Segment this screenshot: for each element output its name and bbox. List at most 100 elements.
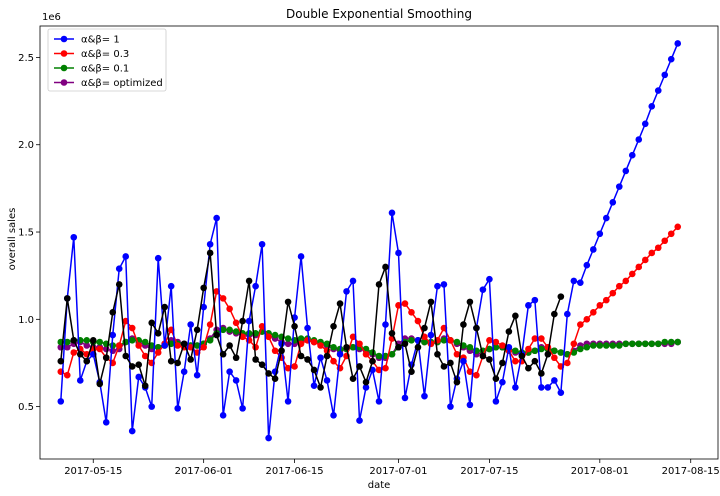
data-point-alpha-beta-1 — [76, 377, 84, 384]
data-point-alpha-beta-0-3 — [551, 354, 558, 362]
chart-title: Double Exponential Smoothing — [286, 7, 472, 21]
data-point-alpha-beta-1 — [109, 331, 117, 339]
data-point-actual — [440, 363, 448, 370]
data-point-actual — [473, 324, 480, 332]
data-point-actual — [427, 298, 435, 306]
data-point-alpha-beta-0-1 — [128, 336, 136, 344]
data-point-alpha-beta-1 — [622, 167, 630, 175]
data-point-alpha-beta-1 — [200, 303, 207, 311]
data-point-alpha-beta-1 — [492, 398, 500, 405]
data-point-alpha-beta-0-1 — [648, 340, 656, 348]
data-point-actual — [271, 375, 279, 382]
data-point-actual — [187, 356, 194, 363]
data-point-alpha-beta-0-1 — [492, 343, 500, 351]
data-point-alpha-beta-1 — [395, 249, 402, 257]
data-point-alpha-beta-0-1 — [388, 350, 396, 358]
data-point-alpha-beta-0-3 — [330, 357, 337, 365]
data-point-alpha-beta-0-3 — [258, 323, 266, 330]
data-point-alpha-beta-1 — [258, 240, 266, 248]
data-point-alpha-beta-1 — [148, 403, 156, 410]
data-point-alpha-beta-0-3 — [291, 363, 298, 370]
data-point-alpha-beta-1 — [635, 136, 643, 143]
data-point-alpha-beta-0-3 — [239, 333, 246, 341]
data-point-actual — [395, 343, 402, 351]
data-point-alpha-beta-0-1 — [284, 335, 292, 342]
data-point-actual — [122, 352, 130, 360]
data-point-actual — [434, 350, 441, 358]
data-point-alpha-beta-0-3 — [115, 342, 123, 349]
data-point-alpha-beta-1 — [135, 373, 143, 381]
data-point-alpha-beta-0-3 — [499, 342, 506, 349]
data-point-alpha-beta-0-3 — [174, 342, 181, 349]
data-point-actual — [226, 342, 233, 349]
legend-entry: α&β= 0.3 — [54, 49, 129, 60]
data-point-alpha-beta-0-1 — [297, 335, 305, 342]
legend-marker-alpha-beta-optimized — [60, 79, 68, 86]
data-point-alpha-beta-0-3 — [590, 309, 597, 316]
data-point-actual — [174, 359, 181, 367]
data-point-actual — [492, 375, 500, 382]
data-point-alpha-beta-1 — [531, 296, 539, 304]
y-tick-label: 0.5 — [18, 402, 34, 413]
data-point-alpha-beta-0-3 — [70, 349, 78, 356]
data-point-alpha-beta-0-1 — [122, 338, 130, 346]
data-point-alpha-beta-1 — [323, 377, 331, 384]
data-point-alpha-beta-1 — [583, 261, 591, 269]
data-point-alpha-beta-1 — [499, 378, 506, 386]
data-point-actual — [213, 331, 220, 339]
data-point-alpha-beta-1 — [297, 253, 305, 260]
legend-label-alpha-beta-1: α&β= 1 — [81, 35, 120, 46]
data-point-alpha-beta-1 — [602, 214, 610, 222]
data-point-alpha-beta-1 — [570, 277, 578, 285]
data-point-alpha-beta-0-1 — [557, 349, 565, 356]
data-point-alpha-beta-0-3 — [252, 343, 259, 351]
data-point-alpha-beta-1 — [206, 240, 214, 248]
data-point-actual — [76, 350, 84, 358]
data-point-actual — [128, 363, 136, 370]
data-point-alpha-beta-1 — [505, 343, 513, 351]
data-point-alpha-beta-0-3 — [453, 350, 461, 358]
data-point-actual — [252, 356, 259, 363]
data-point-alpha-beta-optimized — [284, 340, 292, 348]
data-point-alpha-beta-0-3 — [271, 347, 279, 355]
data-point-alpha-beta-1 — [609, 199, 617, 206]
data-point-alpha-beta-1 — [388, 209, 396, 217]
data-point-alpha-beta-0-3 — [674, 223, 682, 231]
data-point-alpha-beta-1 — [512, 384, 519, 391]
data-point-actual — [382, 263, 389, 271]
data-point-actual — [70, 336, 78, 344]
y-tick-label: 1.5 — [18, 228, 34, 239]
data-point-alpha-beta-0-3 — [525, 345, 532, 353]
data-point-alpha-beta-1 — [538, 384, 545, 391]
data-point-alpha-beta-0-3 — [583, 316, 591, 323]
data-point-alpha-beta-1 — [401, 394, 409, 402]
x-tick-label: 2017-06-01 — [175, 466, 233, 477]
data-point-alpha-beta-0-3 — [401, 300, 409, 307]
data-point-actual — [505, 328, 513, 335]
data-point-actual — [388, 329, 396, 337]
data-point-alpha-beta-1 — [421, 392, 428, 400]
y-axis-multiplier: 1e6 — [42, 12, 61, 23]
data-point-alpha-beta-0-1 — [375, 352, 383, 360]
data-point-actual — [375, 281, 383, 288]
data-point-alpha-beta-1 — [557, 389, 565, 396]
data-point-alpha-beta-0-3 — [362, 350, 370, 358]
data-point-alpha-beta-0-1 — [408, 336, 415, 344]
data-point-alpha-beta-1 — [213, 214, 220, 222]
data-point-alpha-beta-1 — [564, 310, 571, 318]
legend-box — [47, 28, 167, 92]
data-point-alpha-beta-0-3 — [96, 345, 104, 353]
data-point-alpha-beta-0-1 — [206, 336, 214, 344]
data-point-alpha-beta-0-3 — [265, 333, 272, 341]
data-point-actual — [258, 361, 266, 369]
data-point-actual — [421, 324, 428, 332]
y-axis-label: overall sales — [7, 208, 18, 271]
data-point-alpha-beta-0-3 — [206, 321, 214, 328]
legend-label-alpha-beta-0-3: α&β= 0.3 — [81, 49, 129, 60]
data-point-alpha-beta-0-3 — [226, 305, 233, 313]
data-point-actual — [356, 363, 363, 370]
data-point-actual — [102, 354, 110, 362]
data-point-actual — [499, 359, 506, 367]
data-point-alpha-beta-1 — [447, 403, 454, 410]
series-actual — [57, 249, 565, 391]
